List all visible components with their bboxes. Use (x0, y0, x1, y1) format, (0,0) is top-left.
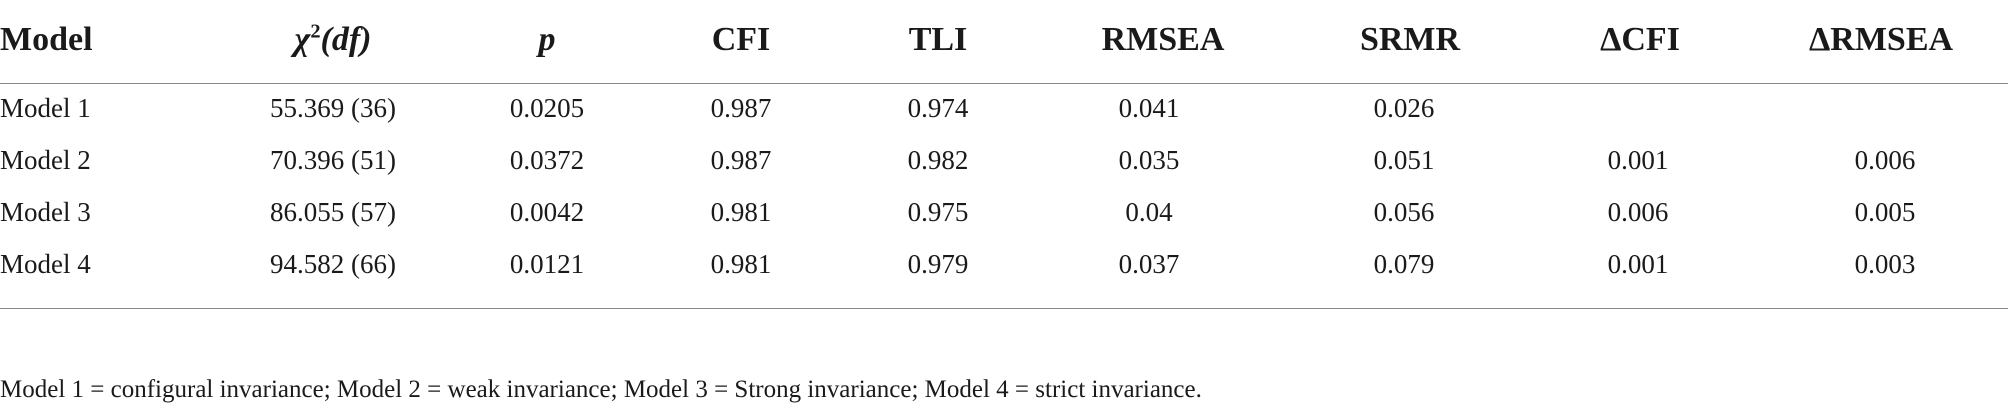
header-model: Model (0, 21, 93, 58)
table-row: Model 1 55.369 (36) 0.0205 0.987 0.974 0… (0, 88, 2008, 128)
table-row: Model 4 94.582 (66) 0.0121 0.981 0.979 0… (0, 244, 2008, 284)
table-header-row: Model χ2(df) p CFI TLI RMSEA SRMR ΔCFI Δ… (0, 0, 2008, 58)
cell-srmr: 0.056 (1373, 197, 1435, 227)
cell-srmr: 0.079 (1373, 249, 1435, 279)
cell-srmr: 0.051 (1373, 145, 1435, 175)
cell-tli: 0.982 (907, 145, 969, 175)
cell-rmsea: 0.037 (1118, 249, 1180, 279)
cell-p: 0.0042 (509, 197, 585, 227)
cell-delta-rmsea: 0.003 (1854, 249, 1916, 279)
cell-delta-cfi: 0.001 (1607, 145, 1669, 175)
cell-p: 0.0205 (509, 93, 585, 123)
cell-cfi: 0.987 (710, 145, 772, 175)
cell-p: 0.0372 (509, 145, 585, 175)
header-cfi: CFI (711, 21, 771, 58)
cell-delta-cfi: 0.006 (1607, 197, 1669, 227)
cell-chi: 86.055 (57) (270, 197, 396, 227)
cell-chi: 55.369 (36) (270, 93, 396, 123)
table-row: Model 3 86.055 (57) 0.0042 0.981 0.975 0… (0, 192, 2008, 232)
header-srmr: SRMR (1359, 21, 1461, 58)
header-chi-symbol: χ (294, 21, 311, 58)
cell-rmsea: 0.035 (1118, 145, 1180, 175)
cell-model: Model 1 (0, 93, 91, 123)
cell-delta-rmsea: 0.006 (1854, 145, 1916, 175)
cell-rmsea: 0.04 (1125, 197, 1173, 227)
cell-chi: 70.396 (51) (270, 145, 396, 175)
cell-model: Model 4 (0, 249, 91, 279)
cell-tli: 0.974 (907, 93, 969, 123)
cell-cfi: 0.987 (710, 93, 772, 123)
header-delta-rmsea: ΔRMSEA (1808, 21, 1954, 58)
table-footnote: Model 1 = configural invariance; Model 2… (0, 376, 1202, 403)
table-row: Model 2 70.396 (51) 0.0372 0.987 0.982 0… (0, 140, 2008, 180)
cell-chi: 94.582 (66) (270, 249, 396, 279)
header-rmsea: RMSEA (1101, 21, 1225, 58)
header-p: p (538, 21, 556, 58)
cell-tli: 0.979 (907, 249, 969, 279)
cell-rmsea: 0.041 (1118, 93, 1180, 123)
cell-model: Model 2 (0, 145, 91, 175)
cell-delta-rmsea: 0.005 (1854, 197, 1916, 227)
table-bottom-rule (0, 308, 2008, 309)
header-chi-superscript: 2 (310, 20, 321, 43)
cell-delta-cfi: 0.001 (1607, 249, 1669, 279)
cell-cfi: 0.981 (710, 197, 772, 227)
cell-cfi: 0.981 (710, 249, 772, 279)
cell-tli: 0.975 (907, 197, 969, 227)
header-chi-df: (df) (320, 21, 372, 58)
header-chi-square: χ2(df) (295, 0, 372, 80)
cell-srmr: 0.026 (1373, 93, 1435, 123)
header-rule (0, 83, 2008, 84)
header-tli: TLI (908, 21, 968, 58)
header-delta-cfi: ΔCFI (1600, 21, 1680, 58)
cell-p: 0.0121 (509, 249, 585, 279)
cell-model: Model 3 (0, 197, 91, 227)
